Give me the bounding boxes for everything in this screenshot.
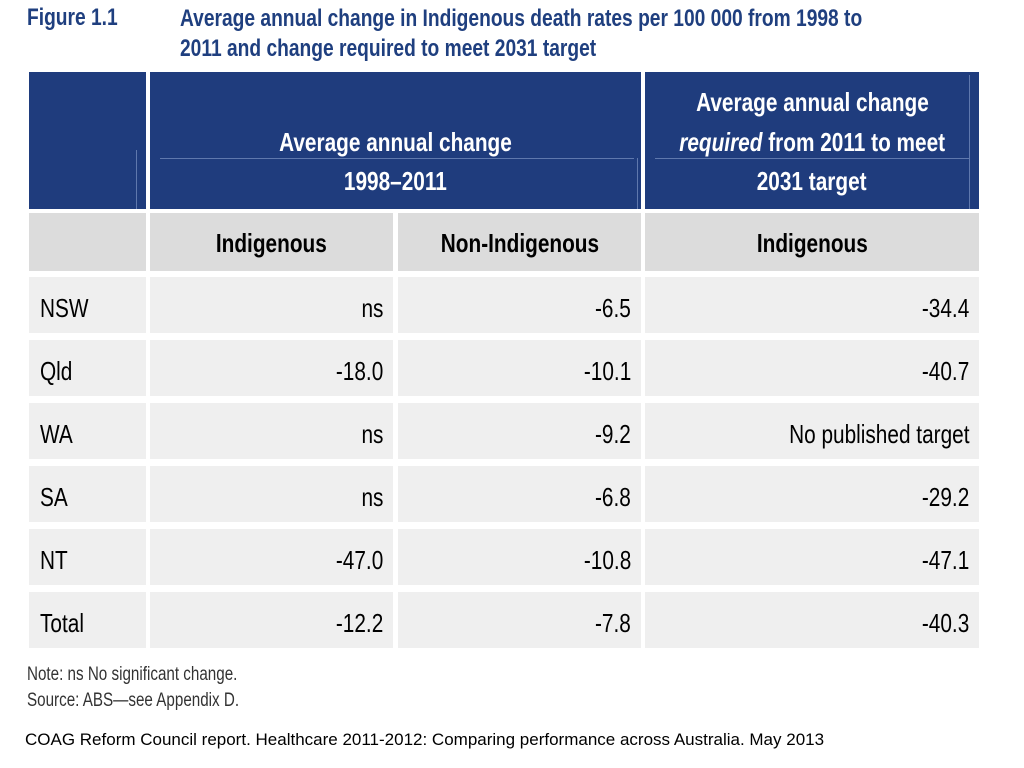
subheader-non-indigenous-cell <box>398 213 641 271</box>
row-value-indigenous: -18.0 <box>335 356 383 386</box>
report-footer: COAG Reform Council report. Healthcare 2… <box>25 730 825 749</box>
row-cell-required <box>645 277 979 333</box>
table-source: Source: ABS—see Appendix D. <box>27 690 240 711</box>
header-text-required-1: Average annual change <box>695 87 929 117</box>
row-cell-state <box>29 592 146 648</box>
row-state: Total <box>40 608 84 638</box>
row-state: NT <box>40 545 68 575</box>
row-state: NSW <box>40 293 89 323</box>
row-cell-state <box>29 529 146 585</box>
row-value-indigenous: ns <box>361 482 383 512</box>
row-state: SA <box>40 482 68 512</box>
row-value-indigenous: ns <box>361 419 383 449</box>
subheader-indigenous-cell <box>150 213 393 271</box>
row-state: Qld <box>40 356 73 386</box>
row-cell-indigenous <box>150 592 393 648</box>
row-cell-indigenous <box>150 277 393 333</box>
row-value-indigenous: -47.0 <box>335 545 383 575</box>
row-value-non-indigenous: -10.8 <box>583 545 631 575</box>
row-cell-indigenous <box>150 403 393 459</box>
row-value-required: No published target <box>788 419 969 449</box>
row-cell-state <box>29 340 146 396</box>
row-cell-non-indigenous <box>398 340 641 396</box>
title-line-2: 2011 and change required to meet 2031 ta… <box>180 35 597 62</box>
header-text-avg-change: Average annual change <box>279 127 512 157</box>
row-cell-non-indigenous <box>398 592 641 648</box>
subheader-required-cell <box>645 213 979 271</box>
table-note: Note: ns No significant change. <box>27 664 238 685</box>
row-cell-state <box>29 403 146 459</box>
row-cell-state <box>29 277 146 333</box>
row-cell-non-indigenous <box>398 466 641 522</box>
header-text-required-em: required <box>679 127 763 157</box>
row-value-non-indigenous: -7.8 <box>595 608 631 638</box>
subheader-indigenous: Indigenous <box>216 228 327 258</box>
header-text-required-2: required from 2011 to meet <box>645 127 979 159</box>
header-divider <box>136 150 137 209</box>
row-value-indigenous: ns <box>361 293 383 323</box>
header-divider <box>637 158 638 209</box>
header-corner-cell <box>29 72 146 209</box>
row-cell-required <box>645 466 979 522</box>
row-cell-non-indigenous <box>398 277 641 333</box>
row-cell-non-indigenous <box>398 403 641 459</box>
row-cell-indigenous <box>150 466 393 522</box>
row-value-required: -34.4 <box>921 293 969 323</box>
row-cell-indigenous <box>150 529 393 585</box>
row-value-non-indigenous: -6.8 <box>595 482 631 512</box>
subheader-corner-cell <box>29 213 146 271</box>
row-value-required: -40.3 <box>921 608 969 638</box>
row-cell-required <box>645 340 979 396</box>
header-divider <box>969 75 970 209</box>
row-cell-state <box>29 466 146 522</box>
row-value-required: -40.7 <box>921 356 969 386</box>
row-value-non-indigenous: -10.1 <box>583 356 631 386</box>
row-cell-required <box>645 529 979 585</box>
row-cell-required <box>645 403 979 459</box>
header-divider <box>655 158 969 159</box>
subheader-non-indigenous: Non-Indigenous <box>440 228 599 258</box>
header-text-required-rest: from 2011 to meet <box>762 127 945 157</box>
header-group-1998-2011 <box>150 72 641 209</box>
row-cell-indigenous <box>150 340 393 396</box>
row-value-non-indigenous: -6.5 <box>595 293 631 323</box>
row-value-required: -47.1 <box>921 545 969 575</box>
header-text-required-3: 2031 target <box>757 166 867 196</box>
row-value-non-indigenous: -9.2 <box>595 419 631 449</box>
row-value-required: -29.2 <box>921 482 969 512</box>
row-value-indigenous: -12.2 <box>335 608 383 638</box>
figure-label: Figure 1.1 <box>27 4 118 31</box>
figure-title: Average annual change in Indigenous deat… <box>180 4 990 64</box>
subheader-required-indigenous: Indigenous <box>756 228 868 258</box>
header-text-period: 1998–2011 <box>344 166 447 196</box>
row-state: WA <box>40 419 73 449</box>
title-line-1: Average annual change in Indigenous deat… <box>180 5 863 32</box>
row-cell-required <box>645 592 979 648</box>
row-cell-non-indigenous <box>398 529 641 585</box>
header-group-required <box>645 72 979 209</box>
header-divider <box>160 158 634 159</box>
